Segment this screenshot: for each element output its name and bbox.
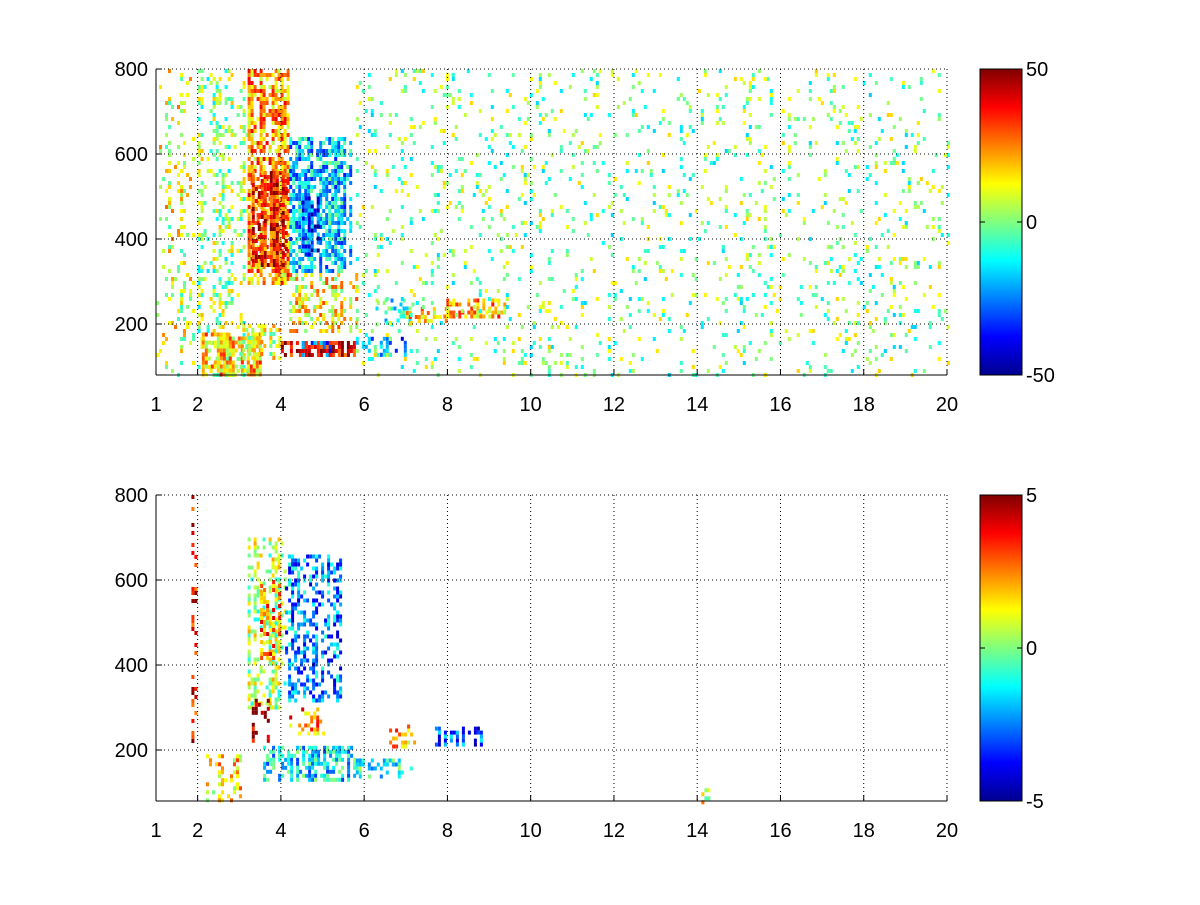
colorbar-tick-label: -50 <box>1026 365 1055 387</box>
y-tick-label: 400 <box>115 229 148 251</box>
x-tick-label: 16 <box>769 394 791 416</box>
colorbar-gradient <box>979 68 1023 376</box>
heatmap-region-2-10 <box>389 724 417 749</box>
x-tick-label: 18 <box>853 394 875 416</box>
heatmap-region-2-8 <box>263 745 357 782</box>
x-tick-label: 1 <box>150 820 161 842</box>
x-tick-label: 12 <box>603 394 625 416</box>
heatmap-region-2-7 <box>289 707 326 736</box>
x-tick-label: 18 <box>853 820 875 842</box>
x-tick-label: 2 <box>192 394 203 416</box>
heatmap-region-2-11 <box>434 726 483 747</box>
heatmap-region-2-5 <box>285 554 343 703</box>
y-tick-label: 200 <box>115 740 148 762</box>
grid-2 <box>156 494 948 801</box>
x-tick-label: 10 <box>520 820 542 842</box>
heatmap-region-1-11 <box>301 341 332 357</box>
x-tick-label: 6 <box>359 820 370 842</box>
colorbar-tick-label: 5 <box>1026 485 1037 507</box>
x-tick-label: 1 <box>150 394 161 416</box>
x-tick-label: 8 <box>442 820 453 842</box>
colorbar-tick-label: 50 <box>1026 59 1048 81</box>
x-tick-label: 4 <box>275 820 286 842</box>
y-tick-label: 600 <box>115 144 148 166</box>
x-tick-label: 14 <box>686 820 708 842</box>
x-tick-label: 6 <box>359 394 370 416</box>
x-tick-label: 16 <box>769 820 791 842</box>
grid-1 <box>156 68 948 375</box>
x-tick-label: 12 <box>603 820 625 842</box>
x-tick-label: 2 <box>192 820 203 842</box>
x-tick-label: 8 <box>442 394 453 416</box>
y-tick-label: 800 <box>115 59 148 81</box>
colorbar-1: 50 0 -50 <box>979 59 1055 387</box>
heatmap-region-1-9 <box>239 324 282 360</box>
heatmap-region-2-9 <box>355 758 413 779</box>
heatmap-region-1-2 <box>197 69 249 377</box>
x-tick-label: 14 <box>686 394 708 416</box>
heatmap-region-2-6 <box>251 698 270 743</box>
heatmap-region-1-7 <box>289 273 359 333</box>
colorbar-tick-label: 0 <box>1026 212 1037 234</box>
y-tick-label: 600 <box>115 570 148 592</box>
heatmap-region-1-12 <box>355 336 407 357</box>
colorbar-tick-label: 0 <box>1026 638 1037 660</box>
colorbar-2: 5 0 -5 <box>979 485 1044 813</box>
heatmap-region-1-4 <box>251 171 288 267</box>
y-tick-label: 800 <box>115 485 148 507</box>
y-tick-label: 400 <box>115 655 148 677</box>
heatmap-region-2-4 <box>260 580 282 660</box>
heatmap-cells-2 <box>191 495 711 805</box>
colorbar-tick-label: -5 <box>1026 791 1044 813</box>
x-tick-label: 4 <box>275 394 286 416</box>
heatmap-region-2-1 <box>191 495 198 743</box>
heatmap-region-2-2 <box>206 754 242 803</box>
y-tick-label: 200 <box>115 314 148 336</box>
x-tick-label: 10 <box>520 394 542 416</box>
heatmap-region-2-12 <box>701 788 711 805</box>
heatmap-region-1-16 <box>355 69 950 377</box>
colorbar-gradient <box>979 494 1023 802</box>
x-tick-label: 20 <box>936 820 958 842</box>
x-tick-label: 20 <box>936 394 958 416</box>
heatmap-region-1-1 <box>156 69 195 377</box>
heatmap-cells-1 <box>156 69 950 377</box>
